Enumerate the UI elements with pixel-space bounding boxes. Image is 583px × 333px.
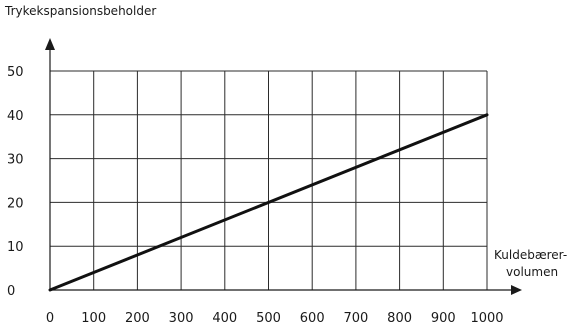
x-tick-label-2: 200: [125, 311, 150, 326]
y-axis-title: Trykekspansionsbeholder: [4, 4, 156, 18]
x-axis-title-line-1: Kuldebærer-: [494, 248, 567, 262]
x-tick-label-6: 600: [300, 311, 325, 326]
y-axis-arrow: [45, 38, 55, 50]
x-tick-label-10: 1000: [470, 311, 503, 326]
x-tick-label-1: 100: [81, 311, 106, 326]
x-tick-label-7: 700: [343, 311, 368, 326]
series-layer: [48, 113, 489, 292]
y-tick-label-4: 40: [7, 109, 24, 124]
x-axis-title-line-2: volumen: [506, 265, 558, 279]
grid: [50, 70, 488, 290]
x-tick-label-0: 0: [46, 311, 54, 326]
x-axis-arrow: [511, 285, 522, 295]
x-tick-label-4: 400: [212, 311, 237, 326]
x-tick-label-8: 800: [387, 311, 412, 326]
axes: [45, 38, 522, 295]
y-tick-label-5: 50: [7, 65, 24, 80]
y-tick-label-2: 20: [7, 196, 24, 211]
x-tick-label-3: 300: [169, 311, 194, 326]
tick-labels: 0 100 200 300 400 500 600 700 800 900 1000 0 10 20 30 4…: [7, 65, 504, 326]
series-line-0: [48, 113, 489, 292]
x-tick-label-5: 500: [256, 311, 281, 326]
y-tick-label-3: 30: [7, 153, 24, 168]
y-tick-label-0: 0: [7, 284, 15, 299]
x-tick-label-9: 900: [431, 311, 456, 326]
y-tick-label-1: 10: [7, 240, 24, 255]
